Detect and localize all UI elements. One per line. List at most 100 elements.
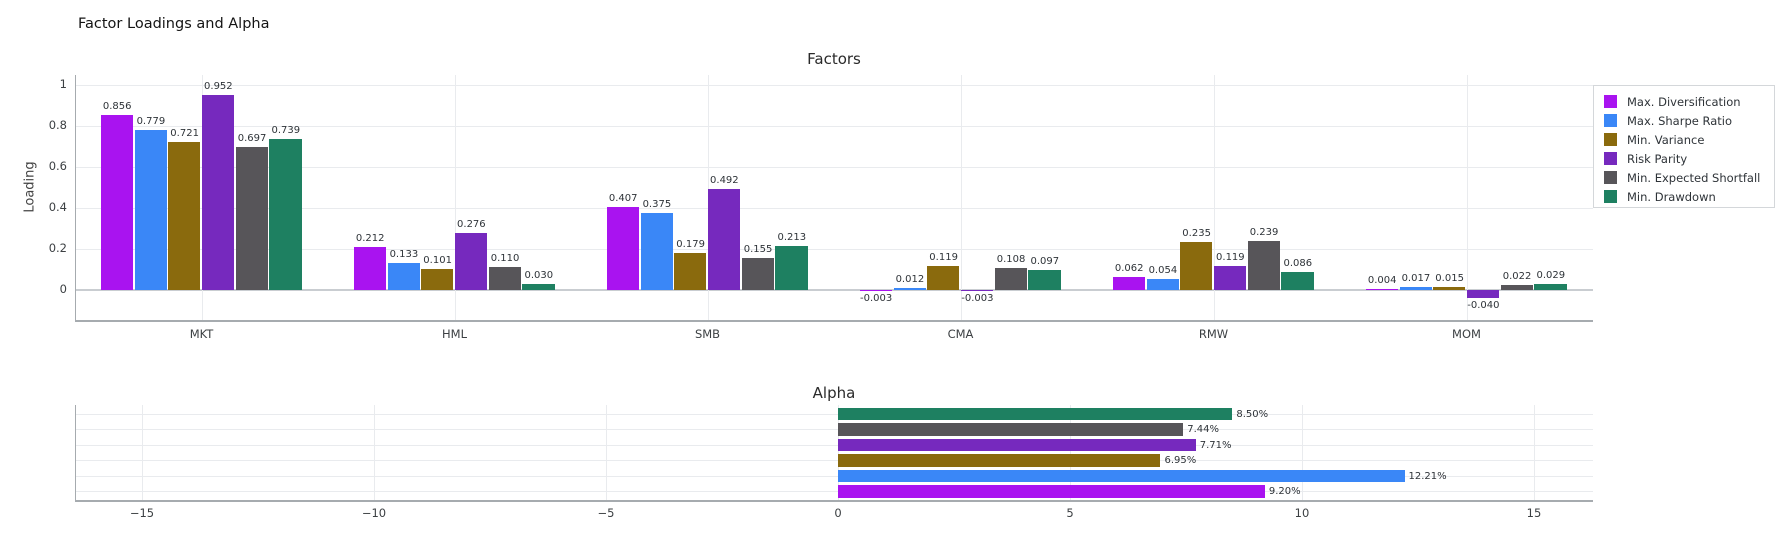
legend-item-min-expected-shortfall[interactable]: Min. Expected Shortfall	[1604, 168, 1774, 187]
factors-bar-value-label: 0.697	[237, 133, 267, 145]
factors-bar-risk-parity-mom[interactable]	[1467, 290, 1500, 299]
factors-bar-value-label: 0.179	[676, 239, 705, 251]
factors-bar-min-variance-hml[interactable]	[421, 269, 454, 290]
factors-bar-value-label: 0.213	[777, 232, 807, 244]
factors-bar-min-variance-mom[interactable]	[1433, 286, 1466, 290]
factors-bar-value-label: -0.003	[961, 293, 994, 304]
alpha-x-tick-label: 15	[1526, 506, 1542, 520]
legend-item-label: Min. Expected Shortfall	[1627, 170, 1761, 185]
alpha-bar-min-expected-shortfall[interactable]	[838, 423, 1184, 436]
factors-bar-min-expected-shortfall-rmw[interactable]	[1247, 241, 1280, 290]
factors-bar-max-sharpe-ratio-mkt[interactable]	[134, 130, 167, 290]
alpha-bar-value-label: 7.71%	[1199, 439, 1232, 451]
figure-title: Factor Loadings and Alpha	[78, 16, 270, 32]
factors-bar-min-variance-cma[interactable]	[927, 265, 960, 290]
legend-swatch-icon	[1604, 171, 1617, 184]
alpha-bar-min-variance[interactable]	[838, 454, 1161, 467]
factors-bar-max-diversification-mkt[interactable]	[100, 114, 133, 290]
factors-bar-risk-parity-rmw[interactable]	[1214, 265, 1247, 290]
factors-bar-value-label: 0.155	[743, 244, 773, 256]
factors-bar-max-sharpe-ratio-cma[interactable]	[893, 287, 926, 290]
factors-bar-risk-parity-cma[interactable]	[961, 290, 994, 291]
factors-bar-max-diversification-hml[interactable]	[353, 246, 386, 290]
factors-y-tick-label: 0.6	[48, 159, 67, 173]
factors-bar-value-label: 0.119	[929, 251, 958, 263]
legend-item-max-sharpe-ratio[interactable]: Max. Sharpe Ratio	[1604, 111, 1774, 130]
legend-item-min-variance[interactable]: Min. Variance	[1604, 130, 1774, 149]
factors-bar-value-label: 0.086	[1283, 258, 1313, 270]
legend-item-max-diversification[interactable]: Max. Diversification	[1604, 92, 1774, 111]
legend-item-min-drawdown[interactable]: Min. Drawdown	[1604, 187, 1774, 206]
factors-bar-value-label: 0.119	[1216, 251, 1245, 263]
factors-bar-risk-parity-hml[interactable]	[455, 233, 488, 290]
factors-zero-line	[75, 289, 1593, 291]
factors-bar-min-drawdown-mom[interactable]	[1534, 284, 1567, 290]
alpha-x-tick-label: −15	[129, 506, 155, 520]
legend-item-risk-parity[interactable]: Risk Parity	[1604, 149, 1774, 168]
factors-bar-min-expected-shortfall-smb[interactable]	[741, 258, 774, 290]
alpha-bar-max-diversification[interactable]	[838, 485, 1265, 498]
factors-bar-min-drawdown-cma[interactable]	[1028, 270, 1061, 290]
legend-item-label: Max. Diversification	[1627, 94, 1741, 109]
factors-bar-value-label: 0.235	[1182, 227, 1211, 239]
factors-bar-value-label: -0.003	[860, 293, 893, 304]
factors-bar-value-label: 0.212	[355, 232, 385, 244]
factors-bar-min-drawdown-mkt[interactable]	[269, 138, 302, 290]
factors-bar-value-label: 0.108	[996, 253, 1026, 265]
alpha-x-tick-label: −5	[597, 506, 615, 520]
factors-x-gridline	[1213, 75, 1215, 320]
factors-bar-max-sharpe-ratio-smb[interactable]	[640, 213, 673, 290]
factors-bar-value-label: 0.097	[1030, 256, 1060, 268]
factors-bar-min-drawdown-hml[interactable]	[522, 283, 555, 290]
factors-bar-min-variance-smb[interactable]	[674, 253, 707, 290]
legend-item-label: Min. Variance	[1627, 132, 1705, 147]
factors-bar-min-drawdown-smb[interactable]	[775, 246, 808, 290]
factors-bar-min-variance-mkt[interactable]	[168, 142, 201, 290]
alpha-y-gridline	[75, 491, 1593, 493]
factors-bar-min-drawdown-rmw[interactable]	[1281, 272, 1314, 290]
factors-bar-risk-parity-mkt[interactable]	[202, 94, 235, 290]
legend-swatch-icon	[1604, 190, 1617, 203]
factors-bar-max-diversification-smb[interactable]	[606, 206, 639, 290]
factors-bar-value-label: 0.110	[490, 253, 520, 265]
factors-bar-max-diversification-cma[interactable]	[859, 290, 892, 291]
alpha-bar-risk-parity[interactable]	[838, 438, 1196, 451]
factors-bar-min-expected-shortfall-mkt[interactable]	[235, 147, 268, 290]
factors-x-gridline	[960, 75, 962, 320]
factors-y-tick-label: 0.8	[48, 118, 67, 132]
factors-bar-risk-parity-smb[interactable]	[708, 189, 741, 290]
factors-bar-max-sharpe-ratio-mom[interactable]	[1399, 286, 1432, 290]
alpha-bar-value-label: 8.50%	[1236, 408, 1269, 420]
factors-x-gridline	[454, 75, 456, 320]
alpha-x-gridline	[838, 405, 839, 500]
legend-item-label: Min. Drawdown	[1627, 189, 1716, 204]
factors-bar-value-label: 0.133	[389, 248, 419, 260]
factors-bar-value-label: 0.022	[1502, 271, 1532, 283]
alpha-y-axis-line	[75, 405, 76, 500]
factors-bar-value-label: 0.492	[710, 175, 739, 187]
alpha-bar-min-drawdown[interactable]	[838, 407, 1233, 420]
alpha-bar-value-label: 9.20%	[1268, 486, 1301, 497]
factors-bar-max-sharpe-ratio-hml[interactable]	[387, 262, 420, 290]
factors-bar-max-diversification-mom[interactable]	[1365, 289, 1398, 290]
factors-bar-max-diversification-rmw[interactable]	[1112, 277, 1145, 290]
alpha-x-gridline	[374, 405, 375, 500]
factors-bar-min-variance-rmw[interactable]	[1180, 241, 1213, 290]
alpha-y-gridline	[75, 444, 1593, 446]
alpha-x-gridline	[606, 405, 607, 500]
legend-item-label: Risk Parity	[1627, 151, 1688, 166]
alpha-x-gridline	[142, 405, 143, 500]
factors-x-tick-label: RMW	[1198, 327, 1229, 341]
factors-bar-min-expected-shortfall-cma[interactable]	[994, 267, 1027, 290]
factors-bar-max-sharpe-ratio-rmw[interactable]	[1146, 278, 1179, 290]
factors-y-tick-label: 0.2	[48, 241, 67, 255]
alpha-bar-max-sharpe-ratio[interactable]	[838, 469, 1405, 482]
factors-bar-value-label: 0.029	[1536, 270, 1566, 282]
alpha-x-gridline	[1070, 405, 1071, 500]
factors-bar-min-expected-shortfall-hml[interactable]	[488, 267, 521, 290]
factors-bar-min-expected-shortfall-mom[interactable]	[1500, 285, 1533, 290]
legend-item-label: Max. Sharpe Ratio	[1627, 113, 1733, 128]
factors-y-gridline	[75, 249, 1593, 250]
alpha-bar-value-label: 7.44%	[1187, 424, 1219, 435]
